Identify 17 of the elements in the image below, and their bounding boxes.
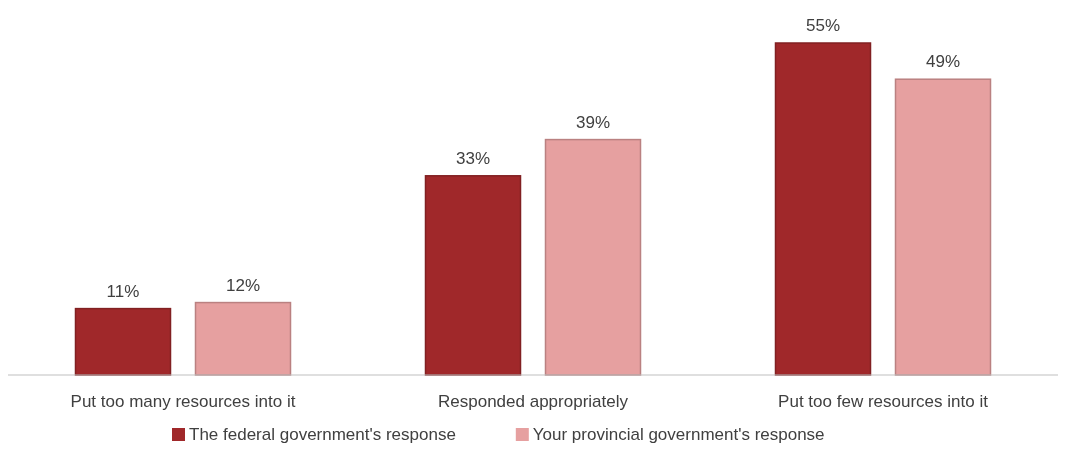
bar xyxy=(774,42,872,376)
legend-label: The federal government's response xyxy=(189,425,456,444)
data-label: 33% xyxy=(455,148,491,168)
bar xyxy=(894,78,992,376)
x-tick-label: Responded appropriately xyxy=(438,392,629,411)
data-label: 49% xyxy=(925,52,961,72)
bar xyxy=(544,138,642,376)
legend-label: Your provincial government's response xyxy=(532,425,825,444)
data-label: 55% xyxy=(805,16,841,35)
bar xyxy=(74,307,172,376)
bar xyxy=(424,175,522,376)
data-label: 11% xyxy=(106,281,140,301)
x-tick-label: Put too few resources into it xyxy=(778,392,989,411)
data-label: 39% xyxy=(575,112,611,132)
x-tick-label: Put too many resources into it xyxy=(70,392,296,411)
bar xyxy=(194,301,292,376)
data-label: 12% xyxy=(225,275,261,295)
